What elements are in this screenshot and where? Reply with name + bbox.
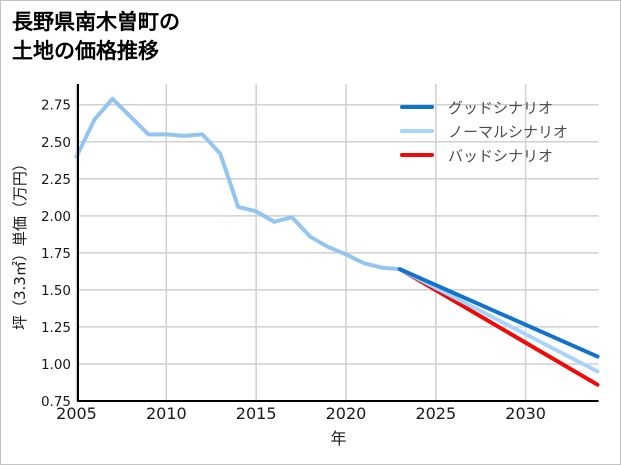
y-tick-label: 0.75 (41, 394, 71, 410)
legend-swatch-bad (400, 153, 434, 157)
x-tick-label: 2005 (56, 404, 97, 423)
chart-title-line-1: 長野県南木曽町の (12, 10, 180, 34)
x-tick-label: 2015 (236, 404, 277, 423)
legend-label-good: グッドシナリオ (448, 98, 554, 117)
y-tick-label: 2.25 (41, 172, 71, 188)
legend-item-normal: ノーマルシナリオ (400, 119, 568, 143)
x-tick-label: 2030 (505, 404, 546, 423)
x-tick-label: 2010 (146, 404, 187, 423)
x-tick-label: 2025 (415, 404, 456, 423)
series-history (74, 96, 402, 272)
chart-title: 長野県南木曽町の 土地の価格推移 (12, 8, 180, 66)
x-axis-title: 年 (330, 429, 347, 448)
y-tick-label: 1.00 (41, 357, 71, 373)
legend-label-normal: ノーマルシナリオ (448, 122, 569, 141)
legend-swatch-normal (400, 129, 434, 133)
y-tick-label: 2.00 (41, 209, 71, 225)
legend-label-bad: バッドシナリオ (448, 146, 554, 165)
x-tick-label: 2020 (326, 404, 367, 423)
y-tick-label: 1.75 (41, 246, 71, 262)
legend: グッドシナリオ ノーマルシナリオ バッドシナリオ (400, 95, 568, 167)
chart-title-line-2: 土地の価格推移 (12, 38, 159, 63)
y-tick-label: 2.75 (41, 98, 71, 114)
legend-swatch-good (400, 105, 434, 109)
legend-item-bad: バッドシナリオ (400, 143, 568, 167)
y-tick-label: 1.25 (41, 320, 71, 336)
y-axis-title: 坪（3.3㎡）単価（万円） (11, 156, 29, 330)
series-good (397, 267, 600, 359)
y-tick-label: 1.50 (41, 283, 71, 299)
legend-item-good: グッドシナリオ (400, 95, 568, 119)
series-normal (397, 267, 600, 374)
y-tick-label: 2.50 (41, 135, 71, 151)
